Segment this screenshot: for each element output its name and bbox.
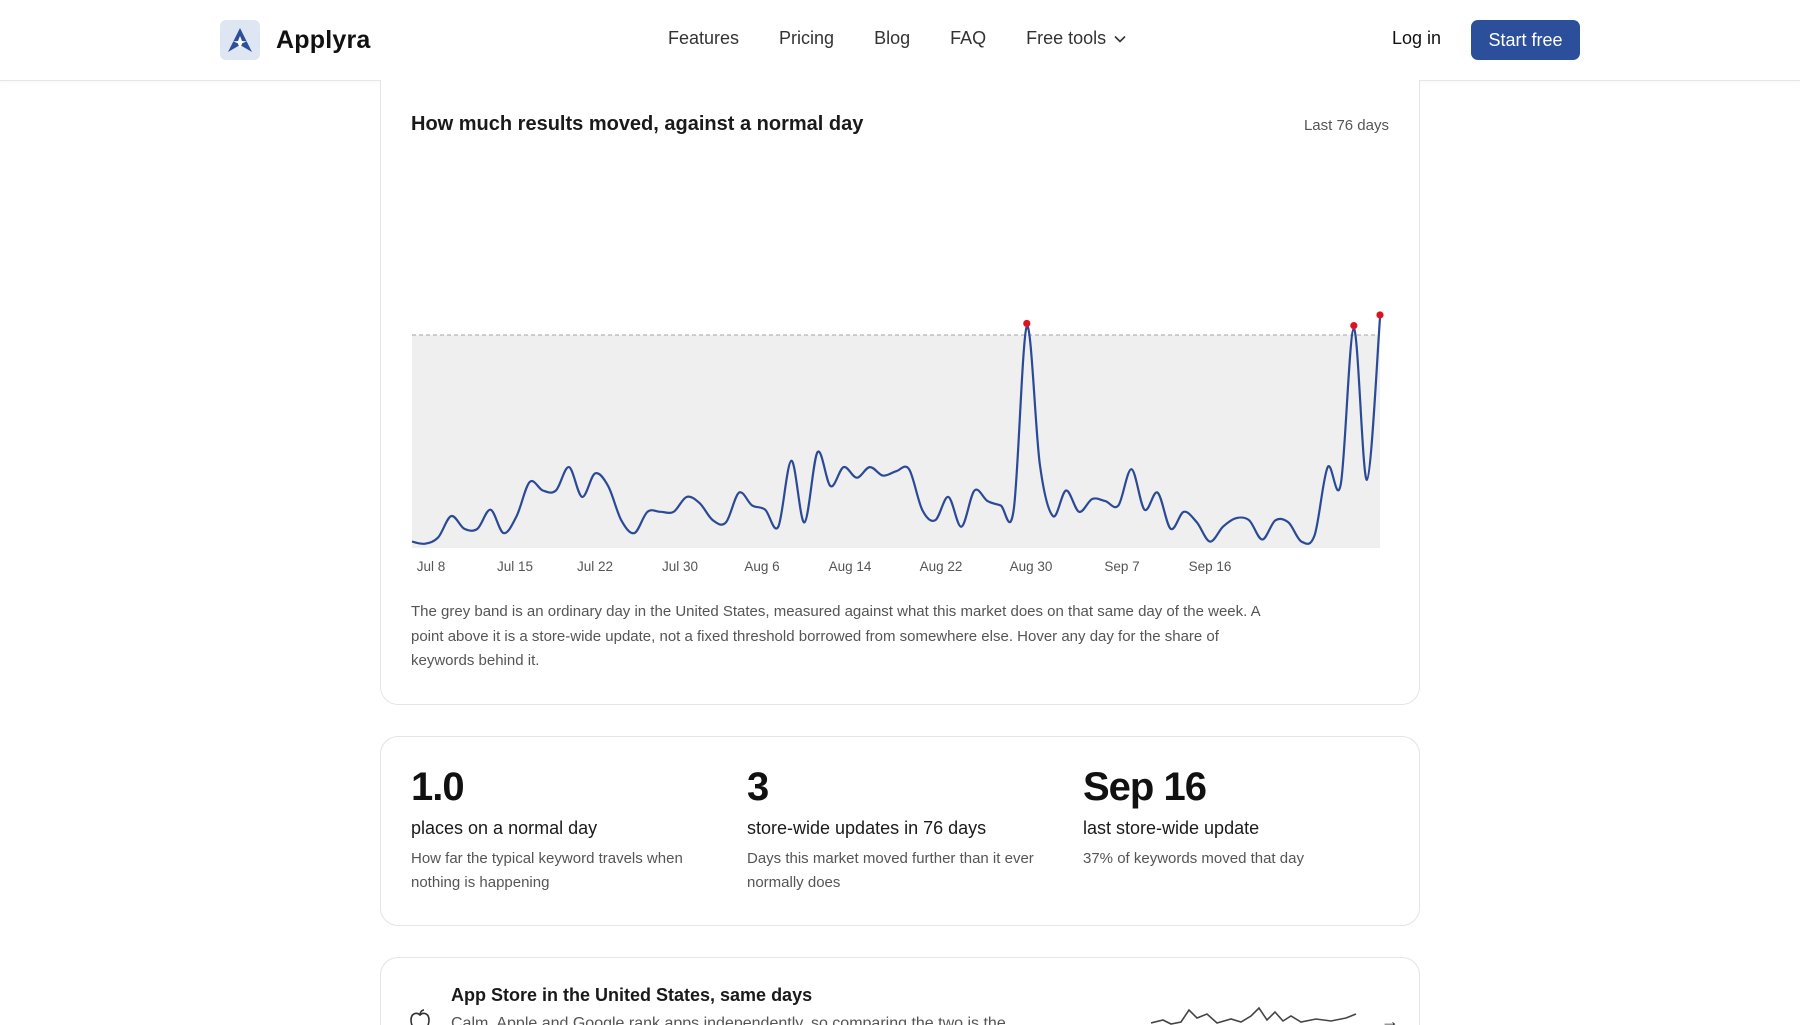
stat-label: store-wide updates in 76 days [747,818,987,838]
nav-free-tools-label: Free tools [1026,28,1107,48]
app-store-compare-card[interactable]: App Store in the United States, same day… [380,957,1420,1025]
brand-logo[interactable]: Applyra [220,20,370,60]
x-tick-label: Jul 30 [662,559,698,574]
compare-desc: Calm, Apple and Google rank apps indepen… [451,1015,1006,1025]
arrow-right-icon[interactable]: → [1381,1011,1399,1025]
apple-icon [410,1009,430,1025]
x-tick-label: Sep 7 [1104,559,1139,574]
compare-sparkline [1151,1006,1357,1025]
stats-card: 1.0 places on a normal day How far the t… [380,736,1420,926]
x-tick-label: Aug 14 [829,559,872,574]
x-tick-label: Aug 22 [920,559,963,574]
nav-faq[interactable]: FAQ [950,28,987,48]
x-tick-label: Jul 22 [577,559,613,574]
stat-label: last store-wide update [1083,818,1260,838]
stat-desc: 37% of keywords moved that day [1083,850,1304,867]
start-free-button[interactable]: Start free [1471,20,1580,60]
x-tick-label: Sep 16 [1189,559,1232,574]
store-update-point [1350,322,1358,330]
x-tick-label: Aug 6 [744,559,779,574]
chevron-down-icon [1114,35,1126,43]
nav-blog[interactable]: Blog [874,28,911,48]
store-update-point [1023,319,1031,328]
volatility-chart-card: How much results moved, against a normal… [380,80,1420,705]
nav-pricing[interactable]: Pricing [779,28,835,48]
stat-label: places on a normal day [411,818,598,838]
x-tick-label: Jul 15 [497,559,533,574]
top-navbar: Applyra Features Pricing Blog FAQ Free t… [0,0,1800,81]
stat-normal-day: 1.0 places on a normal day How far the t… [411,765,711,895]
brand-name: Applyra [276,25,371,54]
logo-mark-icon [220,20,260,60]
nav-free-tools[interactable]: Free tools [1026,28,1126,49]
series-line [411,317,1382,545]
stat-store-updates: 3 store-wide updates in 76 days Days thi… [747,765,1047,895]
volatility-chart[interactable]: Jul 8 Jul 15 Jul 22 Jul 30 Aug 6 Aug 14 Aug 22… [381,80,1421,590]
chart-range-label: Last 76 days [1303,117,1389,134]
stat-value: 1.0 [411,765,465,809]
chart-note: The grey band is an ordinary day in the … [411,603,1260,669]
stat-value: 3 [747,765,769,809]
x-tick-label: Jul 8 [417,559,446,574]
stat-value: Sep 16 [1083,765,1207,809]
x-tick-label: Aug 30 [1010,559,1053,574]
stat-desc: Days this market moved further than it e… [747,850,1034,891]
stat-desc: How far the typical keyword travels when… [411,850,683,891]
stat-last-update: Sep 16 last store-wide update 37% of key… [1083,765,1383,871]
compare-title: App Store in the United States, same day… [451,985,813,1005]
store-update-point [1376,311,1384,319]
main-nav: Features Pricing Blog FAQ Free tools [668,28,1126,49]
chart-title: How much results moved, against a normal… [411,113,864,135]
normal-band [412,335,1380,548]
login-link[interactable]: Log in [1392,28,1442,48]
nav-features[interactable]: Features [668,28,740,48]
